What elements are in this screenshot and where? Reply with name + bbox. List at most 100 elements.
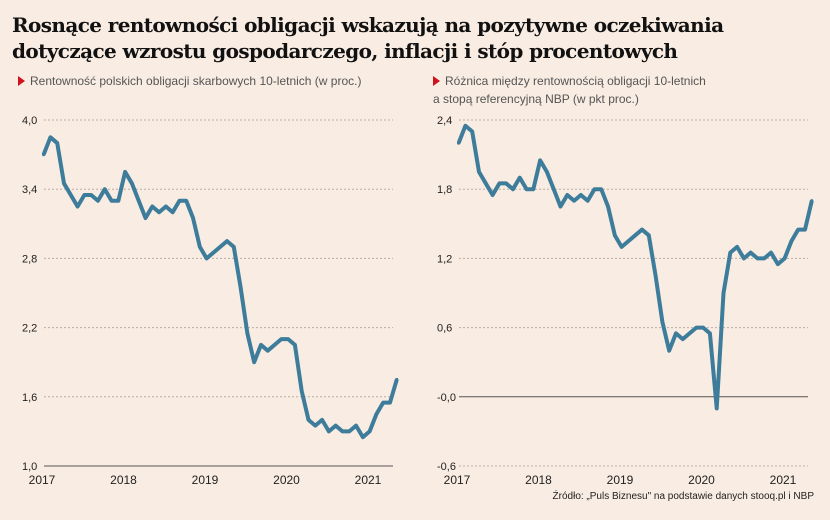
left-data-point [320,418,324,422]
right-data-point [701,326,705,330]
left-data-point [252,360,256,364]
right-series-line [456,123,814,411]
left-data-point [347,429,351,433]
left-data-point [218,245,222,249]
right-data-point [538,158,542,162]
left-data-point [42,153,46,157]
right-data-point [620,245,624,249]
left-x-tick-label: 2017 [29,473,56,487]
left-data-point [96,199,100,203]
right-data-point [735,245,739,249]
left-y-tick-label: 1,0 [22,461,37,473]
left-data-point [225,239,229,243]
left-x-tick-label: 2019 [192,473,219,487]
left-y-tick-label: 1,6 [22,392,37,404]
right-data-point [783,256,787,260]
left-data-point [62,181,66,186]
right-x-tick-label: 2017 [444,473,471,487]
left-data-point [75,204,80,209]
right-data-point [626,239,631,243]
right-data-point [484,181,488,186]
right-data-point [674,331,678,335]
left-data-point [130,181,134,186]
left-data-point [381,400,385,405]
right-data-point [633,233,637,237]
left-data-point [313,424,317,428]
right-data-point [504,181,508,186]
left-data-point [259,343,263,347]
right-data-point [687,331,692,335]
right-data-point [721,291,726,295]
right-data-point [552,187,556,191]
left-data-point [69,193,73,197]
left-y-tick-label: 3,4 [22,184,37,196]
right-y-tick-label: 0,6 [437,323,452,335]
left-x-tick-label: 2021 [355,473,382,487]
left-data-point [205,256,209,260]
right-data-point [647,233,651,237]
right-y-tick-label: -0,6 [437,461,456,473]
left-data-point [327,429,331,433]
triangle-marker-icon [18,76,25,86]
left-data-point [293,343,297,347]
left-data-point [150,204,154,209]
right-x-tick-label: 2020 [688,473,715,487]
right-data-point [749,251,753,255]
source-note: Źródło: „Puls Biznesu" na podstawie dany… [552,491,814,502]
left-data-point [340,429,345,433]
left-data-point [164,204,168,209]
left-data-point [82,193,86,197]
left-x-tick-label: 2020 [273,473,300,487]
left-chart-subtitle: Rentowność polskich obligacji skarbowych… [18,72,398,90]
left-data-point [137,199,141,203]
right-data-point [490,193,495,197]
right-data-point [531,187,535,191]
left-x-tick-label: 2018 [110,473,137,487]
right-data-point [565,193,569,197]
right-data-point [667,349,671,353]
right-x-tick-label: 2018 [525,473,552,487]
right-chart-subtitle: Różnica między rentownością obligacji 10… [433,72,713,108]
left-data-point [116,199,120,203]
right-data-point [769,251,773,255]
right-data-point [592,187,597,191]
left-data-point [109,199,114,203]
right-data-point [477,170,481,174]
right-data-point [715,406,719,410]
left-data-point [272,343,277,347]
left-data-point [286,337,290,341]
left-y-tick-label: 2,2 [22,323,37,335]
page-title: Rosnące rentowności obligacji wskazują n… [12,13,724,63]
right-data-point [742,256,746,260]
right-data-point [708,331,712,335]
right-data-point [653,274,658,278]
left-y-tick-label: 4,0 [22,115,37,127]
right-data-point [518,176,522,180]
left-chart-title: Rentowność polskich obligacji skarbowych… [30,74,362,88]
right-data-point [457,141,461,145]
right-data-point [810,199,814,203]
right-data-point [558,204,563,209]
left-data-point [123,170,127,174]
left-data-point [361,435,365,439]
right-y-tick-label: -0,0 [437,392,456,404]
left-data-point [184,199,188,203]
right-data-point [606,204,610,209]
left-data-point [245,331,249,335]
left-data-point [306,418,311,422]
right-data-point [640,227,644,232]
left-data-point [266,349,270,353]
right-data-point [660,320,664,324]
right-data-point [789,239,794,243]
left-data-point [55,141,59,145]
left-data-point [232,245,236,249]
left-data-point [157,210,161,214]
right-data-point [497,181,501,186]
right-data-point [755,256,760,260]
left-series-line [41,135,399,440]
left-data-point [374,412,379,416]
triangle-marker-icon [433,76,440,86]
left-data-point [48,135,53,139]
right-data-point [599,187,603,191]
